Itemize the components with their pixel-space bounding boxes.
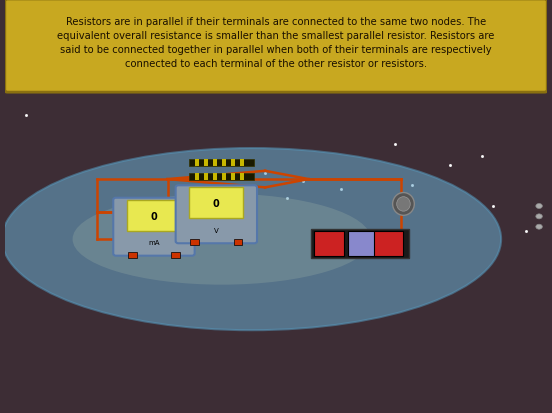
Bar — [240, 173, 244, 180]
Bar — [189, 160, 254, 166]
FancyBboxPatch shape — [113, 198, 195, 256]
Ellipse shape — [73, 194, 371, 285]
Bar — [190, 240, 199, 246]
Bar — [348, 231, 378, 256]
Ellipse shape — [2, 149, 501, 330]
Ellipse shape — [536, 225, 542, 230]
Ellipse shape — [397, 197, 410, 211]
Bar — [204, 173, 208, 180]
Bar — [189, 188, 243, 219]
Bar — [374, 231, 404, 256]
Text: 0: 0 — [151, 211, 157, 221]
FancyBboxPatch shape — [176, 186, 257, 244]
Bar — [189, 173, 254, 180]
Bar — [240, 160, 244, 166]
Text: Resistors are in parallel if their terminals are connected to the same two nodes: Resistors are in parallel if their termi… — [57, 17, 495, 69]
Text: V: V — [214, 228, 219, 233]
Bar — [233, 240, 242, 246]
Bar — [231, 173, 235, 180]
Bar — [128, 252, 136, 258]
Ellipse shape — [536, 204, 542, 209]
Text: mA: mA — [148, 240, 160, 246]
Bar — [222, 173, 226, 180]
Bar — [314, 231, 344, 256]
Ellipse shape — [536, 214, 542, 219]
Bar — [213, 160, 217, 166]
Bar — [204, 160, 208, 166]
Bar — [127, 200, 181, 231]
Text: 0: 0 — [213, 199, 220, 209]
Bar — [213, 173, 217, 180]
Bar — [231, 160, 235, 166]
Ellipse shape — [392, 193, 415, 216]
Bar — [311, 229, 409, 258]
FancyBboxPatch shape — [5, 0, 547, 93]
Bar — [195, 173, 199, 180]
Bar — [171, 252, 180, 258]
Bar — [222, 160, 226, 166]
Bar — [195, 160, 199, 166]
